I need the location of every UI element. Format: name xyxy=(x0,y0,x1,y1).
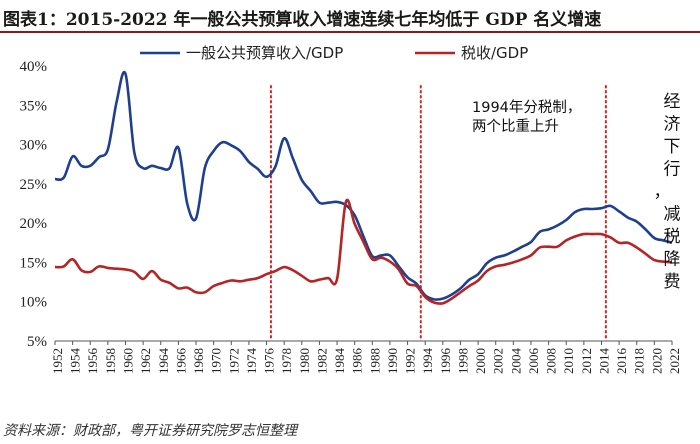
legend-label: 一般公共预算收入/GDP xyxy=(186,44,343,62)
y-tick-label: 15% xyxy=(20,255,48,271)
x-tick-label: 2012 xyxy=(579,348,594,374)
x-tick-label: 2014 xyxy=(596,348,611,375)
x-tick-label: 2010 xyxy=(561,348,576,374)
x-tick-label: 2016 xyxy=(614,348,629,375)
y-tick-label: 10% xyxy=(20,295,48,311)
y-tick-label: 25% xyxy=(20,177,48,193)
revenue-gdp-line xyxy=(54,70,673,301)
x-tick-label: 1964 xyxy=(156,348,171,375)
x-tick-label: 1988 xyxy=(367,348,382,374)
x-tick-label: 1998 xyxy=(455,348,470,374)
x-tick-label: 1954 xyxy=(68,348,83,375)
y-axis: 5% 10% 15% 20% 25% 30% 35% 40% xyxy=(20,59,48,350)
x-tick-label: 1978 xyxy=(279,348,294,374)
annotation-1994-reform: 两个比重上升 xyxy=(472,118,559,135)
annotation-tax-cut-char: 济 xyxy=(664,115,681,135)
title-divider xyxy=(0,31,700,33)
x-tick-label: 2018 xyxy=(632,348,647,374)
x-tick-label: 1990 xyxy=(385,348,400,374)
x-tick-label: 1996 xyxy=(438,348,453,375)
x-tick-label: 1952 xyxy=(50,348,65,374)
tax-gdp-line xyxy=(54,198,673,305)
legend-label: 税收/GDP xyxy=(461,44,528,62)
x-tick-label: 1986 xyxy=(350,348,365,375)
annotation-tax-cut-char: ， xyxy=(654,182,671,202)
x-tick-label: 1984 xyxy=(332,348,347,375)
annotation-tax-cut-char: 行 xyxy=(664,160,681,180)
x-tick-label: 2006 xyxy=(526,348,541,375)
x-tick-label: 1970 xyxy=(209,348,224,374)
annotation-tax-cut-char: 经 xyxy=(664,92,681,112)
x-tick-label: 1962 xyxy=(138,348,153,374)
annotation-tax-cut-char: 降 xyxy=(664,250,681,270)
x-tick-label: 2002 xyxy=(491,348,506,374)
x-tick-label: 2022 xyxy=(667,348,682,374)
x-tick-label: 1960 xyxy=(120,348,135,374)
x-tick-label: 2008 xyxy=(544,348,559,374)
x-tick-label: 1980 xyxy=(297,348,312,374)
y-tick-label: 20% xyxy=(20,216,48,232)
y-tick-label: 5% xyxy=(27,334,47,350)
annotation-1994-reform: 1994年分税制， xyxy=(472,99,581,116)
source-note: 资料来源：财政部，粤开证券研究院罗志恒整理 xyxy=(3,423,297,439)
y-tick-label: 30% xyxy=(20,138,48,154)
x-tick-label: 1966 xyxy=(173,348,188,375)
annotation-tax-cut-char: 下 xyxy=(664,137,681,157)
y-tick-label: 35% xyxy=(20,98,48,114)
x-tick-label: 1972 xyxy=(226,348,241,374)
x-tick-label: 1992 xyxy=(403,348,418,374)
x-tick-label: 1956 xyxy=(85,348,100,375)
annotation-tax-cut-char: 减 xyxy=(664,205,681,225)
x-tick-label: 2020 xyxy=(649,348,664,374)
x-tick-label: 1982 xyxy=(314,348,329,374)
annotation-tax-cut-char: 税 xyxy=(664,227,681,247)
x-tick-label: 1968 xyxy=(191,348,206,374)
chart-title: 图表1：2015-2022 年一般公共预算收入增速连续七年均低于 GDP 名义增… xyxy=(3,10,602,30)
x-tick-label: 2004 xyxy=(508,348,523,375)
x-tick-label: 2000 xyxy=(473,348,488,374)
annotation-tax-cut-char: 费 xyxy=(664,272,681,292)
legend: 一般公共预算收入/GDP 税收/GDP xyxy=(140,44,528,62)
series-group xyxy=(54,70,673,305)
x-tick-label: 1994 xyxy=(420,348,435,375)
x-tick-label: 1958 xyxy=(103,348,118,374)
y-tick-label: 40% xyxy=(20,59,48,75)
x-tick-label: 1976 xyxy=(262,348,277,375)
x-axis: 1952 1954 1956 1958 1960 1962 1964 1966 1968 1970… xyxy=(50,340,682,375)
x-tick-label: 1974 xyxy=(244,348,259,375)
vertical-markers xyxy=(269,85,607,342)
